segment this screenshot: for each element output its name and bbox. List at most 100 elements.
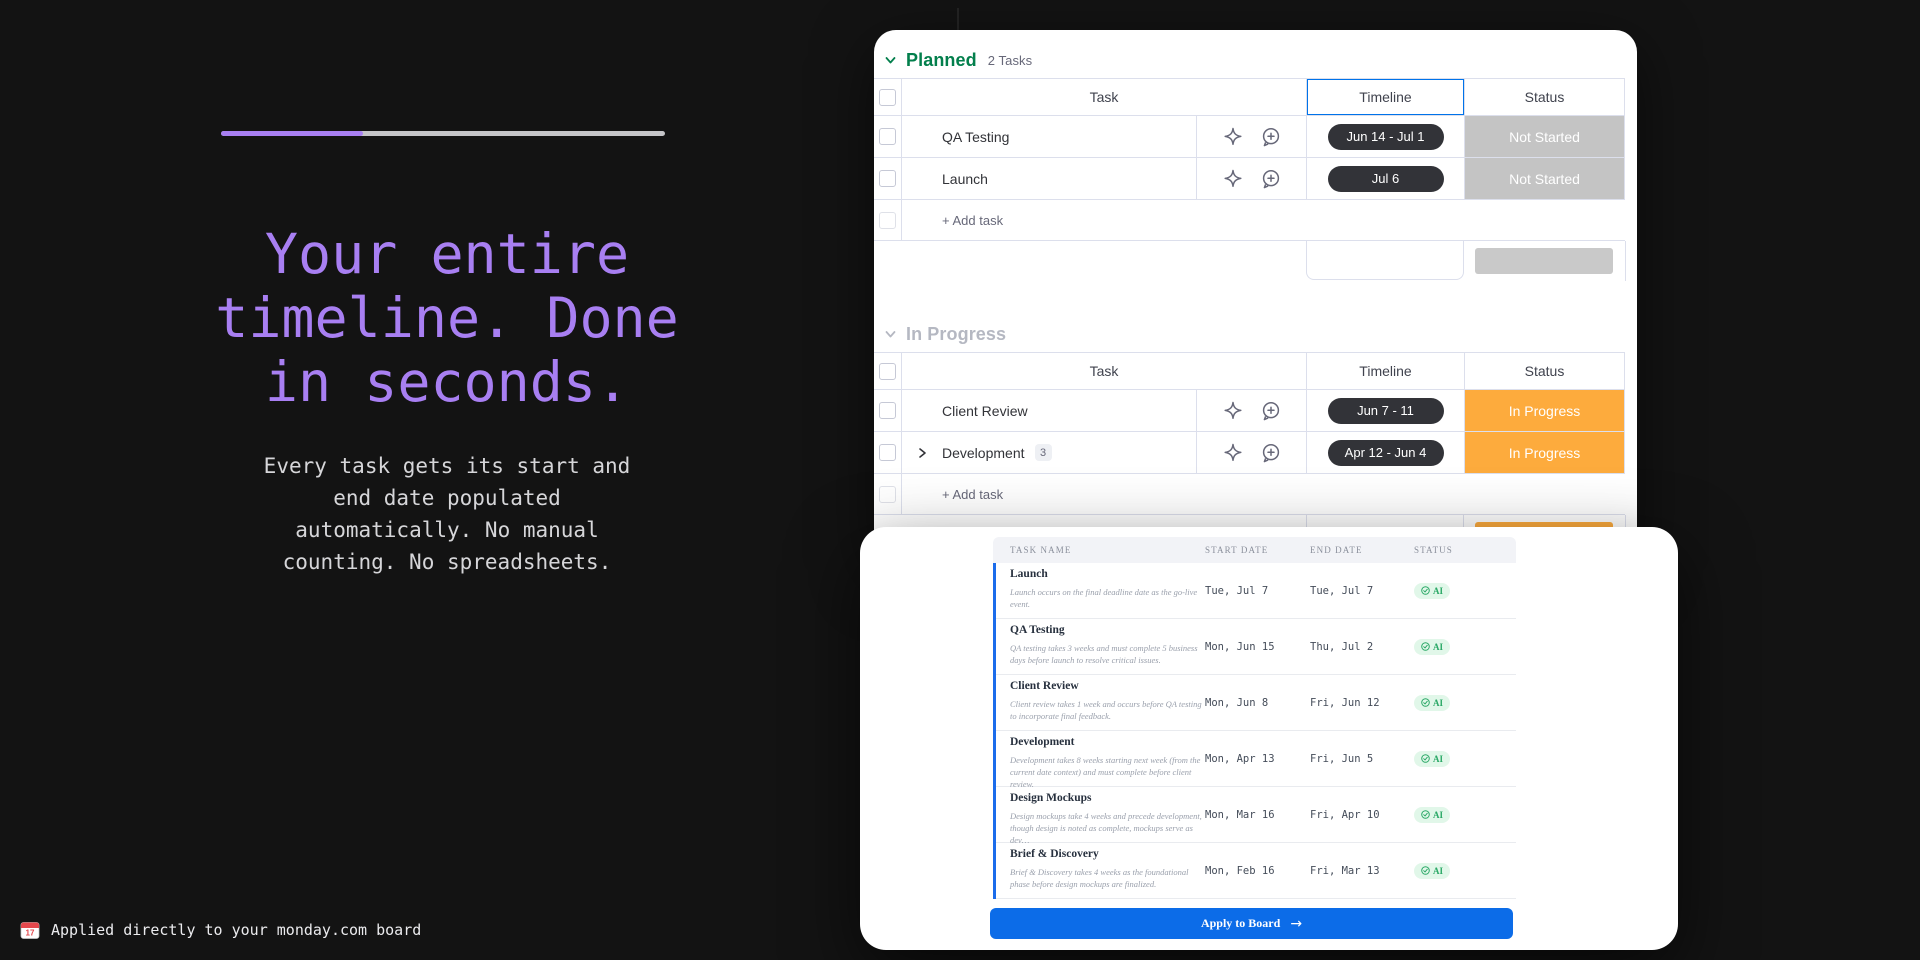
task-actions-cell xyxy=(1196,390,1306,431)
task-name-cell[interactable]: Launch xyxy=(901,158,1196,199)
column-border xyxy=(1625,241,1626,281)
row-checkbox[interactable] xyxy=(879,402,896,419)
select-all-checkbox[interactable] xyxy=(879,362,896,380)
timeline-cell[interactable]: Jun 7 - 11 xyxy=(1306,390,1464,431)
task-actions-cell xyxy=(1196,158,1306,199)
timeline-pill[interactable]: Jun 14 - Jul 1 xyxy=(1327,123,1444,150)
timeline-cell[interactable]: Jul 6 xyxy=(1306,158,1464,199)
timeline-pill[interactable]: Jun 7 - 11 xyxy=(1327,397,1444,424)
result-task-description: Design mockups take 4 weeks and precede … xyxy=(1010,811,1202,845)
group-name[interactable]: Planned xyxy=(906,49,977,70)
expand-chevron-icon[interactable] xyxy=(916,447,928,459)
group-task-count: 2 Tasks xyxy=(987,52,1033,68)
add-update-icon[interactable] xyxy=(1261,401,1281,421)
result-end-date: Fri, Apr 10 xyxy=(1310,808,1380,821)
column-header-task[interactable]: Task xyxy=(901,79,1306,115)
monday-board-card: Planned 2 Tasks Task Timeline Status QA … xyxy=(874,30,1637,560)
ai-badge-label: AI xyxy=(1432,641,1443,652)
check-circle-icon xyxy=(1421,642,1430,651)
add-task-cell[interactable]: + Add task xyxy=(901,200,1196,240)
column-header-start-date: START DATE xyxy=(1205,545,1269,555)
status-summary-skeleton xyxy=(1475,248,1613,274)
board-task-row: QA Testing Jun 14 - Jul 1 Not Started xyxy=(874,116,1625,158)
add-task-cell[interactable]: + Add task xyxy=(901,474,1196,514)
check-circle-icon xyxy=(1421,698,1430,707)
column-header-task[interactable]: Task xyxy=(901,353,1306,389)
result-end-date: Fri, Mar 13 xyxy=(1310,864,1380,877)
ai-status-badge: AI xyxy=(1414,582,1450,599)
group-title-row: Planned 2 Tasks xyxy=(874,42,1637,78)
result-end-date: Fri, Jun 5 xyxy=(1310,752,1374,765)
add-task-row[interactable]: + Add task xyxy=(874,200,1625,241)
result-start-date: Mon, Jun 8 xyxy=(1205,696,1269,709)
add-update-icon[interactable] xyxy=(1261,443,1281,463)
add-task-label: + Add task xyxy=(942,212,1004,228)
svg-text:17: 17 xyxy=(26,929,35,938)
hero-subtitle-line: counting. No spreadsheets. xyxy=(282,550,612,574)
result-task-description: Brief & Discovery takes 4 weeks as the f… xyxy=(1010,867,1189,889)
row-checkbox-cell xyxy=(874,432,901,473)
progress-bar-fill xyxy=(221,131,364,136)
task-name-cell[interactable]: QA Testing xyxy=(901,116,1196,157)
board-task-row: Development 3 Apr 12 - Jun 4 In Progress xyxy=(874,432,1625,474)
timeline-pill[interactable]: Jul 6 xyxy=(1327,165,1444,192)
column-header-status[interactable]: Status xyxy=(1464,79,1625,115)
column-header-timeline[interactable]: Timeline xyxy=(1306,79,1464,115)
ai-result-panel: TASK NAME START DATE END DATE STATUS Lau… xyxy=(860,527,1678,950)
status-cell[interactable]: Not Started xyxy=(1464,158,1625,199)
row-checkbox xyxy=(879,485,896,503)
add-task-label: + Add task xyxy=(942,486,1004,502)
hero-title-line: Your entire xyxy=(264,222,630,286)
row-checkbox-cell xyxy=(874,116,901,157)
timeline-pill[interactable]: Apr 12 - Jun 4 xyxy=(1327,439,1444,466)
row-checkbox[interactable] xyxy=(879,128,896,145)
status-label: Not Started xyxy=(1465,158,1624,199)
ai-badge-label: AI xyxy=(1432,753,1443,764)
result-table-row: Development Development takes 8 weeks st… xyxy=(996,731,1516,789)
task-name-cell[interactable]: Client Review xyxy=(901,390,1196,431)
board-task-row: Client Review Jun 7 - 11 In Progress xyxy=(874,390,1625,432)
result-start-date: Mon, Feb 16 xyxy=(1205,864,1275,877)
column-header-status[interactable]: Status xyxy=(1464,353,1625,389)
hero-title: Your entire timeline. Done in seconds. xyxy=(147,222,747,414)
add-update-icon[interactable] xyxy=(1261,127,1281,147)
status-cell[interactable]: In Progress xyxy=(1464,432,1625,473)
row-checkbox[interactable] xyxy=(879,170,896,187)
hero-subtitle-line: end date populated xyxy=(333,486,561,510)
task-actions-cell xyxy=(1196,432,1306,473)
ai-sparkle-icon[interactable] xyxy=(1223,401,1243,421)
ai-badge-label: AI xyxy=(1432,697,1443,708)
add-task-row[interactable]: + Add task xyxy=(874,474,1625,515)
result-start-date: Tue, Jul 7 xyxy=(1205,584,1269,597)
group-name[interactable]: In Progress xyxy=(906,323,1007,344)
result-task-name: Design Mockups xyxy=(1010,792,1092,804)
task-actions-cell xyxy=(1196,116,1306,157)
header-checkbox-cell xyxy=(874,79,901,115)
column-header-end-date: END DATE xyxy=(1310,545,1363,555)
group-collapse-chevron-icon[interactable] xyxy=(884,328,897,341)
group-collapse-chevron-icon[interactable] xyxy=(884,54,897,67)
ai-sparkle-icon[interactable] xyxy=(1223,169,1243,189)
status-cell[interactable]: Not Started xyxy=(1464,116,1625,157)
task-name-cell[interactable]: Development 3 xyxy=(901,432,1196,473)
ai-sparkle-icon[interactable] xyxy=(1223,443,1243,463)
ai-badge-label: AI xyxy=(1432,809,1443,820)
task-name: QA Testing xyxy=(942,128,1010,145)
result-table-header: TASK NAME START DATE END DATE STATUS xyxy=(993,537,1516,563)
decorative-tick xyxy=(957,8,959,30)
column-header-timeline[interactable]: Timeline xyxy=(1306,353,1464,389)
result-task-name: Client Review xyxy=(1010,680,1079,692)
status-cell[interactable]: In Progress xyxy=(1464,390,1625,431)
timeline-cell[interactable]: Apr 12 - Jun 4 xyxy=(1306,432,1464,473)
timeline-cell[interactable]: Jun 14 - Jul 1 xyxy=(1306,116,1464,157)
hero-subtitle: Every task gets its start and end date p… xyxy=(147,450,747,578)
ai-sparkle-icon[interactable] xyxy=(1223,127,1243,147)
apply-to-board-button[interactable]: Apply to Board → xyxy=(990,908,1513,939)
result-task-name: Brief & Discovery xyxy=(1010,848,1099,860)
select-all-checkbox[interactable] xyxy=(879,88,896,106)
ai-badge-label: AI xyxy=(1432,865,1443,876)
add-update-icon[interactable] xyxy=(1261,169,1281,189)
ai-status-badge: AI xyxy=(1414,862,1450,879)
row-checkbox[interactable] xyxy=(879,444,896,461)
timeline-column-footer xyxy=(1306,240,1464,280)
